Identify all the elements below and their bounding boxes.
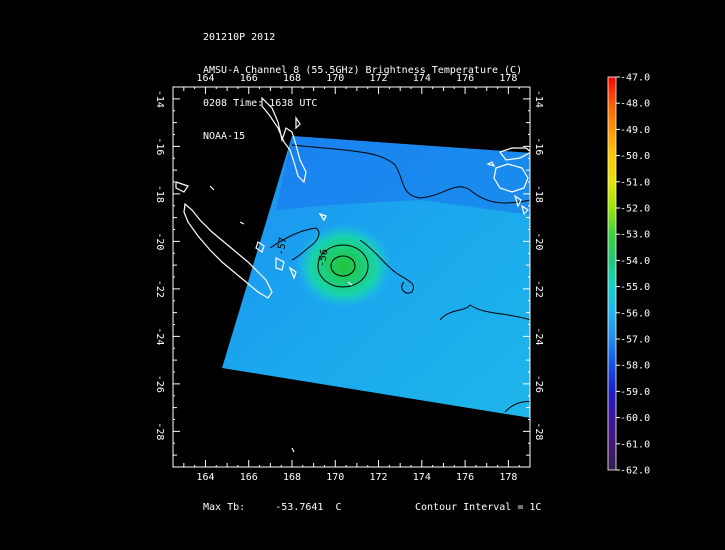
lat-tick-left: -14	[154, 90, 165, 108]
fiji-vitilevu	[493, 163, 529, 193]
new-caledonia	[183, 202, 273, 299]
lon-tick-bottom: 178	[499, 472, 517, 483]
lon-tick-top: 168	[283, 73, 301, 84]
lat-tick-left: -24	[154, 327, 165, 345]
lat-tick-left: -20	[154, 232, 165, 250]
colorbar-label: -49.0	[620, 125, 650, 136]
lon-tick-top: 174	[413, 73, 431, 84]
colorbar-label: -53.0	[620, 230, 650, 241]
colorbar-label: -52.0	[620, 204, 650, 215]
lon-tick-bottom: 164	[196, 472, 214, 483]
lon-tick-top: 176	[456, 73, 474, 84]
header-satellite: NOAA-15	[203, 131, 246, 142]
lon-tick-bottom: 174	[413, 472, 431, 483]
lat-tick-left: -26	[154, 375, 165, 393]
max-unit: C	[335, 502, 342, 513]
header-product: AMSU-A Channel 8 (55.5GHz) Brightness Te…	[203, 65, 523, 76]
coastlines	[175, 87, 530, 453]
lon-tick-bottom: 168	[283, 472, 301, 483]
lon-tick-top: 178	[499, 73, 517, 84]
footer-max: Max Tb: -53.7641 C	[203, 502, 342, 513]
lat-tick-right: -14	[533, 90, 544, 108]
colorbar-label: -57.0	[620, 335, 650, 346]
max-value: -53.7641	[275, 502, 324, 513]
loyalty-small	[175, 181, 295, 453]
vanuatu	[261, 96, 307, 184]
colorbar-labels: -47.0 -48.0 -49.0 -50.0 -51.0 -52.0 -53.0 -54.0…	[616, 73, 650, 477]
lat-tick-right: -22	[533, 280, 544, 298]
contour-label: -56	[317, 248, 331, 268]
lat-tick-left: -16	[154, 137, 165, 155]
lon-tick-bottom: 172	[370, 472, 388, 483]
lat-tick-right: -26	[533, 375, 544, 393]
header-time: 0208 Time: 1638 UTC	[203, 98, 318, 109]
lon-tick-top: 164	[196, 73, 214, 84]
warm-core	[296, 224, 392, 308]
lat-tick-right: -24	[533, 327, 544, 345]
fiji-small	[486, 161, 529, 216]
fiji-vanualevu	[499, 147, 530, 161]
colorbar-label: -60.0	[620, 413, 650, 424]
loyalty-islands	[255, 241, 297, 280]
matthew-hunter	[318, 212, 353, 286]
colorbar-label: -55.0	[620, 282, 650, 293]
lon-tick-bottom: 166	[240, 472, 258, 483]
colorbar-label: -56.0	[620, 308, 650, 319]
colorbar	[607, 76, 617, 471]
contour-label: -57	[275, 236, 289, 256]
header: 201210P 2012 AMSU-A Channel 8 (55.5GHz) …	[203, 10, 522, 153]
colorbar-label: -62.0	[620, 466, 650, 477]
lon-tick-top: 172	[370, 73, 388, 84]
lat-tick-left: -22	[154, 280, 165, 298]
lon-tick-bottom: 176	[456, 472, 474, 483]
colorbar-label: -58.0	[620, 361, 650, 372]
lon-tick-bottom: 170	[326, 472, 344, 483]
lat-tick-right: -28	[533, 422, 544, 440]
colorbar-label: -59.0	[620, 387, 650, 398]
footer-contour-interval: Contour Interval = 1C	[415, 502, 542, 513]
lat-tick-right: -16	[533, 137, 544, 155]
lon-tick-top: 166	[240, 73, 258, 84]
vanuatu-north	[283, 87, 301, 130]
swath-blue-band	[276, 136, 530, 215]
lon-tick-top: 170	[326, 73, 344, 84]
map-ticks	[173, 87, 531, 467]
colorbar-label: -47.0	[620, 73, 650, 84]
header-storm-id: 201210P 2012	[203, 32, 276, 43]
contours	[269, 144, 530, 413]
lat-tick-right: -20	[533, 232, 544, 250]
colorbar-label: -61.0	[620, 439, 650, 450]
colorbar-label: -54.0	[620, 256, 650, 267]
colorbar-label: -51.0	[620, 177, 650, 188]
lat-tick-right: -18	[533, 185, 544, 203]
lat-tick-left: -28	[154, 422, 165, 440]
colorbar-label: -48.0	[620, 99, 650, 110]
colorbar-label: -50.0	[620, 151, 650, 162]
max-label: Max Tb:	[203, 502, 246, 513]
lat-tick-left: -18	[154, 185, 165, 203]
map-tick-labels: 164 164 166 166 168 168 170 170 172 172 174 174 176 1…	[154, 73, 544, 483]
